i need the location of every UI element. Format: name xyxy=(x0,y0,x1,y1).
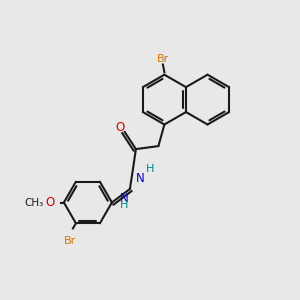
Text: O: O xyxy=(116,121,125,134)
Text: H: H xyxy=(146,164,154,175)
Text: O: O xyxy=(46,196,55,209)
Text: N: N xyxy=(120,192,128,205)
Text: Br: Br xyxy=(64,236,76,246)
Text: N: N xyxy=(136,172,145,185)
Text: CH₃: CH₃ xyxy=(24,197,44,208)
Text: Br: Br xyxy=(157,54,169,64)
Text: H: H xyxy=(119,200,128,210)
